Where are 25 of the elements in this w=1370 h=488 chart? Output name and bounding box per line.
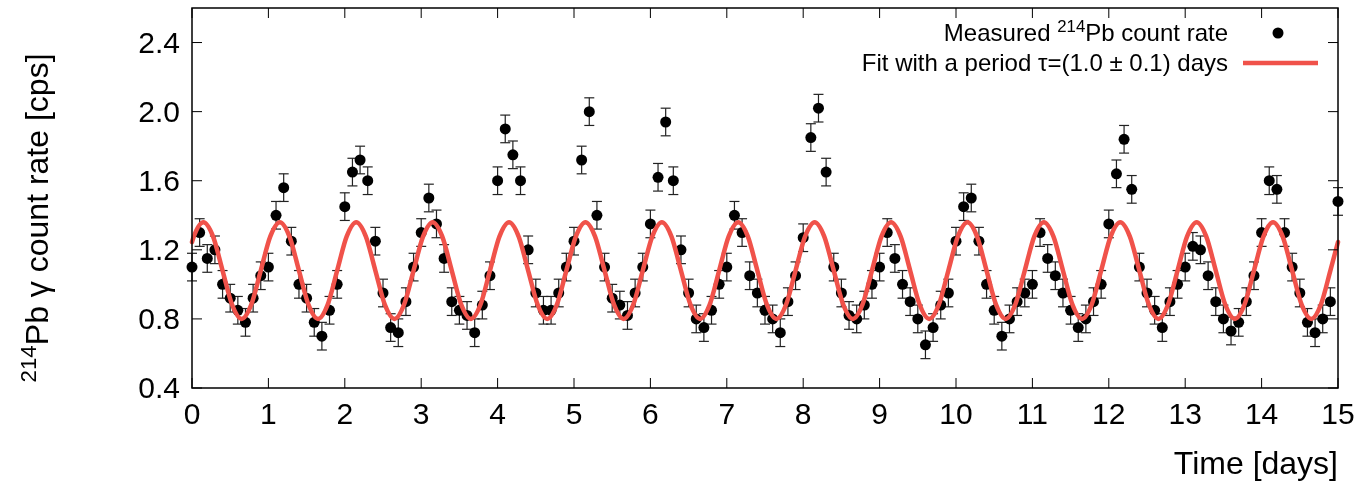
y-tick-label: 2.0 <box>138 94 180 128</box>
legend-label: Measured $^{214}$Pb count rate <box>943 16 1228 46</box>
x-tick-label: 1 <box>260 397 277 430</box>
x-tick-label: 9 <box>871 397 888 430</box>
y-tick-label: 0.8 <box>138 301 180 335</box>
x-tick-label: 0 <box>183 397 201 430</box>
x-tick-label: 15 <box>1321 397 1355 430</box>
legend-label: Fit with a period τ=(1.0 ± 0.1) days <box>861 49 1228 76</box>
x-tick-label: 12 <box>1092 397 1126 430</box>
x-tick-label: 10 <box>939 397 973 430</box>
x-axis-title: Time [days] <box>1173 445 1338 481</box>
x-tick-label: 13 <box>1168 397 1202 430</box>
y-tick-label: 1.6 <box>138 163 180 197</box>
y-tick-label: 1.2 <box>138 232 180 266</box>
y-tick-label: 2.4 <box>138 25 180 59</box>
x-tick-label: 3 <box>412 397 430 430</box>
x-tick-label: 6 <box>642 397 659 430</box>
y-tick-label: 0.4 <box>138 371 180 404</box>
x-tick-label: 4 <box>489 397 506 430</box>
x-tick-label: 14 <box>1244 397 1279 430</box>
x-tick-label: 5 <box>565 397 583 430</box>
x-tick-label: 8 <box>794 397 812 430</box>
x-tick-label: 2 <box>336 397 354 430</box>
x-tick-label: 7 <box>718 397 736 430</box>
x-tick-label: 11 <box>1016 397 1048 430</box>
